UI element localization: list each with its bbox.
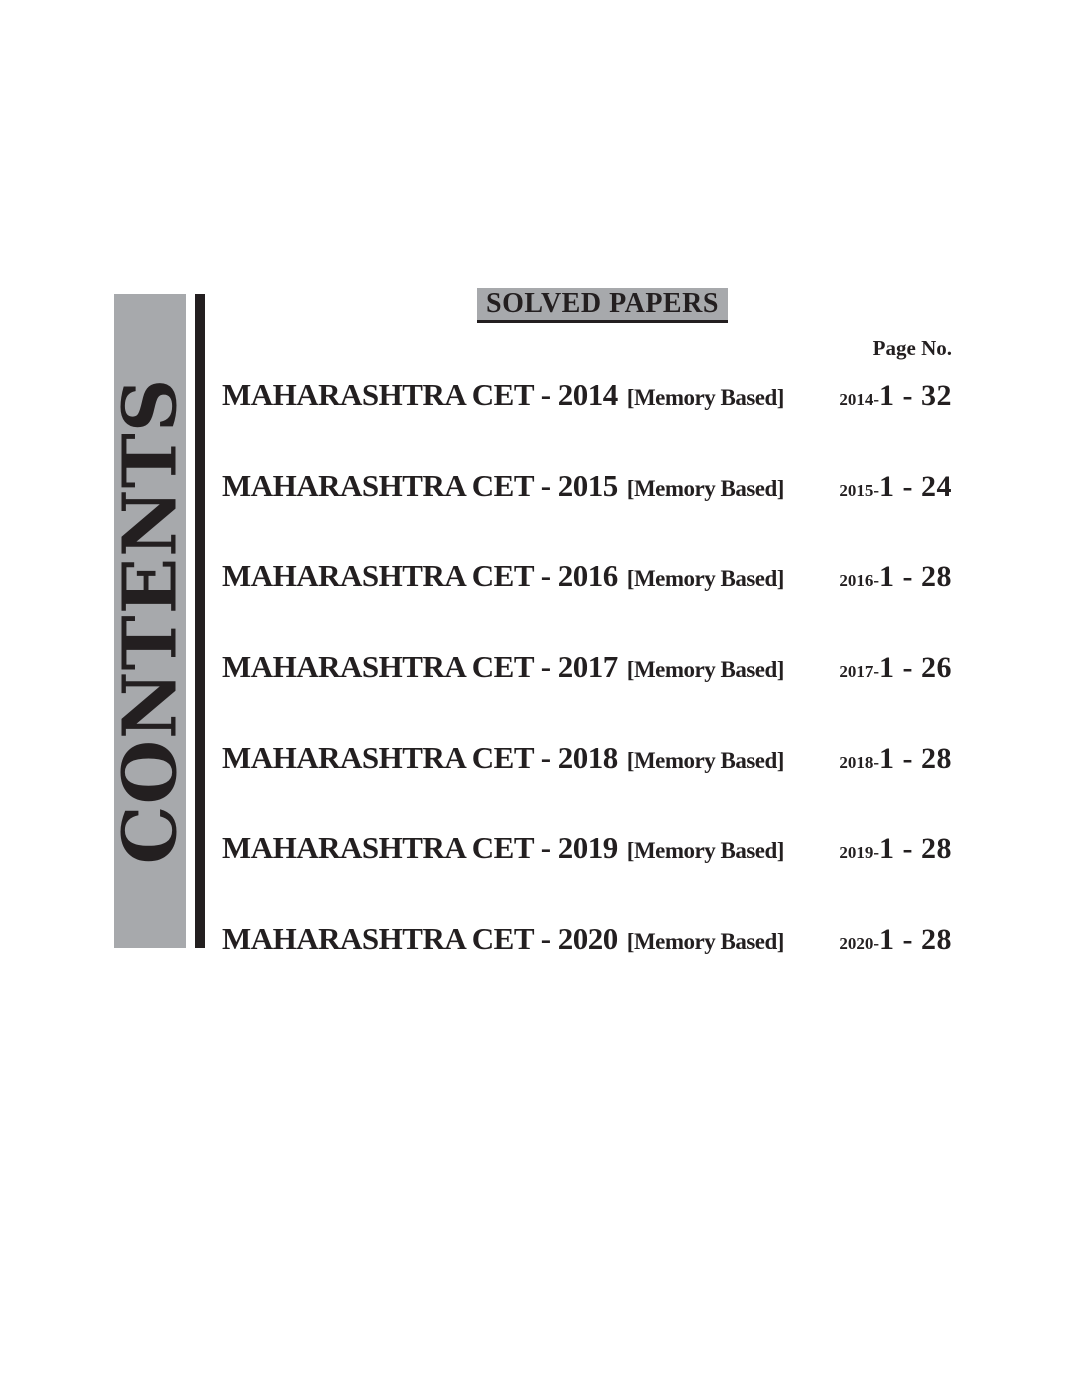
page-range-value: 1 - 28 — [879, 742, 952, 775]
page-range-value: 1 - 28 — [879, 832, 952, 865]
vertical-divider-bar — [195, 294, 205, 948]
toc-entry-label: MAHARASHTRA CET - 2015 [Memory Based] — [222, 468, 784, 504]
page-range-cell: 2020-1 - 28 — [839, 923, 952, 957]
toc-entry-label: MAHARASHTRA CET - 2014 [Memory Based] — [222, 377, 784, 413]
toc-row-2017: MAHARASHTRA CET - 2017 [Memory Based] 201… — [222, 649, 952, 685]
paper-title: MAHARASHTRA CET - 2016 — [222, 558, 618, 593]
paper-title: MAHARASHTRA CET - 2019 — [222, 830, 618, 865]
toc-row-2020: MAHARASHTRA CET - 2020 [Memory Based] 202… — [222, 921, 952, 957]
toc-row-2018: MAHARASHTRA CET - 2018 [Memory Based] 201… — [222, 740, 952, 776]
toc-entry-label: MAHARASHTRA CET - 2020 [Memory Based] — [222, 921, 784, 957]
page-range-year-prefix: 2016- — [839, 571, 879, 590]
page-range-value: 1 - 26 — [879, 651, 952, 684]
page-range-year-prefix: 2014- — [839, 390, 879, 409]
page-range-year-prefix: 2018- — [839, 753, 879, 772]
toc-row-2014: MAHARASHTRA CET - 2014 [Memory Based] 201… — [222, 377, 952, 413]
page-range-year-prefix: 2020- — [839, 934, 879, 953]
toc-entry-label: MAHARASHTRA CET - 2017 [Memory Based] — [222, 649, 784, 685]
paper-title: MAHARASHTRA CET - 2018 — [222, 740, 618, 775]
page-range-cell: 2017-1 - 26 — [839, 651, 952, 685]
page-range-value: 1 - 28 — [879, 923, 952, 956]
page-range-cell: 2014-1 - 32 — [839, 379, 952, 413]
paper-title: MAHARASHTRA CET - 2015 — [222, 468, 618, 503]
contents-vertical-label: CONTENTS — [107, 377, 193, 865]
memory-based-tag: [Memory Based] — [626, 657, 785, 682]
toc-entry-label: MAHARASHTRA CET - 2018 [Memory Based] — [222, 740, 784, 776]
page-range-value: 1 - 32 — [879, 379, 952, 412]
page-no-column-header: Page No. — [872, 336, 952, 360]
memory-based-tag: [Memory Based] — [626, 566, 785, 591]
page-title: SOLVED PAPERS — [477, 288, 728, 324]
page-range-value: 1 - 28 — [879, 560, 952, 593]
memory-based-tag: [Memory Based] — [626, 838, 785, 863]
page-range-value: 1 - 24 — [879, 470, 952, 503]
paper-title: MAHARASHTRA CET - 2017 — [222, 649, 618, 684]
paper-title: MAHARASHTRA CET - 2014 — [222, 377, 618, 412]
toc-row-2015: MAHARASHTRA CET - 2015 [Memory Based] 201… — [222, 468, 952, 504]
memory-based-tag: [Memory Based] — [626, 748, 785, 773]
page-range-cell: 2016-1 - 28 — [839, 560, 952, 594]
memory-based-tag: [Memory Based] — [626, 929, 785, 954]
toc-entry-label: MAHARASHTRA CET - 2019 [Memory Based] — [222, 830, 784, 866]
page-range-cell: 2019-1 - 28 — [839, 832, 952, 866]
page-range-year-prefix: 2019- — [839, 843, 879, 862]
page-range-cell: 2015-1 - 24 — [839, 470, 952, 504]
page-range-cell: 2018-1 - 28 — [839, 742, 952, 776]
page-range-year-prefix: 2015- — [839, 481, 879, 500]
paper-title: MAHARASHTRA CET - 2020 — [222, 921, 618, 956]
page-range-year-prefix: 2017- — [839, 662, 879, 681]
toc-row-2016: MAHARASHTRA CET - 2016 [Memory Based] 201… — [222, 558, 952, 594]
memory-based-tag: [Memory Based] — [626, 476, 785, 501]
toc-row-2019: MAHARASHTRA CET - 2019 [Memory Based] 201… — [222, 830, 952, 866]
toc-entry-label: MAHARASHTRA CET - 2016 [Memory Based] — [222, 558, 784, 594]
contents-sidebar-band: CONTENTS — [107, 294, 193, 948]
memory-based-tag: [Memory Based] — [626, 385, 785, 410]
